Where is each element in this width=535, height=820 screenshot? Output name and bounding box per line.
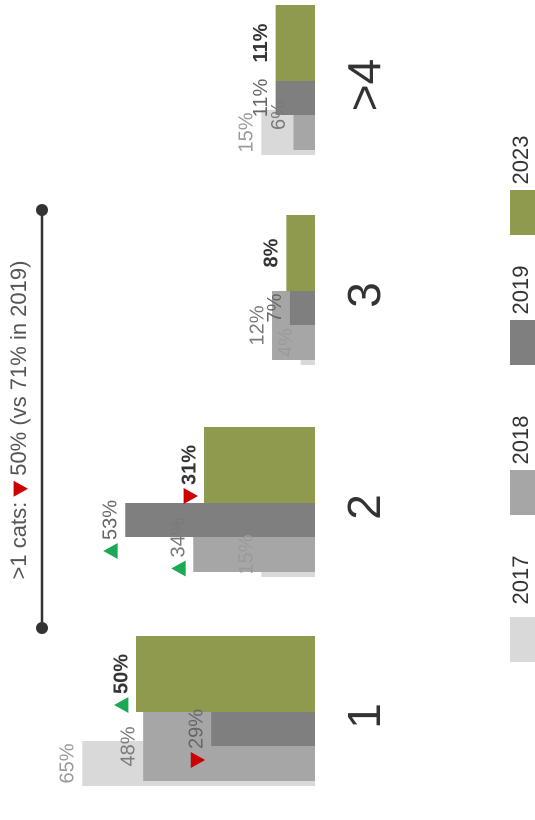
data-label: 65% <box>57 743 79 783</box>
category-label: 3 <box>338 282 390 308</box>
data-label: 8% <box>261 238 283 267</box>
data-label: 53% <box>100 500 122 540</box>
annotation-dot <box>36 622 48 634</box>
trend-marker <box>13 480 28 497</box>
data-label: 7% <box>264 293 286 322</box>
legend-label: 2019 <box>508 266 533 315</box>
data-label: 29% <box>185 709 207 749</box>
data-label: 11% <box>250 23 272 62</box>
bar <box>204 427 315 503</box>
data-label: 15% <box>236 112 258 152</box>
category-label: 2 <box>338 494 390 520</box>
bar <box>275 81 315 115</box>
bar <box>211 712 315 746</box>
bar <box>125 503 315 537</box>
category-label: 1 <box>338 703 390 729</box>
data-label: 31% <box>178 445 200 485</box>
annotation-prefix: >1 cats: <box>6 502 31 580</box>
legend-swatch <box>510 320 535 365</box>
data-label: 48% <box>117 726 139 766</box>
trend-marker <box>171 560 186 577</box>
legend-label: 2018 <box>508 416 533 465</box>
bar <box>136 636 315 712</box>
category-label: >4 <box>338 59 390 111</box>
legend-label: 2017 <box>508 556 533 605</box>
data-label: 12% <box>246 305 268 345</box>
trend-marker <box>183 488 199 505</box>
trend-marker <box>114 697 129 714</box>
annotation-text: 50% (vs 71% in 2019) <box>6 261 31 476</box>
bar <box>289 291 315 325</box>
data-label: 15% <box>236 534 258 574</box>
legend-swatch <box>510 617 535 662</box>
bar <box>286 215 315 291</box>
annotation-dot <box>36 204 48 216</box>
trend-marker <box>103 543 118 560</box>
data-label: 4% <box>275 328 297 357</box>
data-label: 34% <box>168 517 190 557</box>
legend-label: 2023 <box>508 136 533 185</box>
data-label: 50% <box>110 654 132 694</box>
legend-swatch <box>510 470 535 515</box>
data-label: 11% <box>250 79 272 118</box>
bar <box>275 5 315 81</box>
data-label: 6% <box>268 101 290 130</box>
legend-swatch <box>510 190 535 235</box>
trend-marker <box>190 752 206 769</box>
